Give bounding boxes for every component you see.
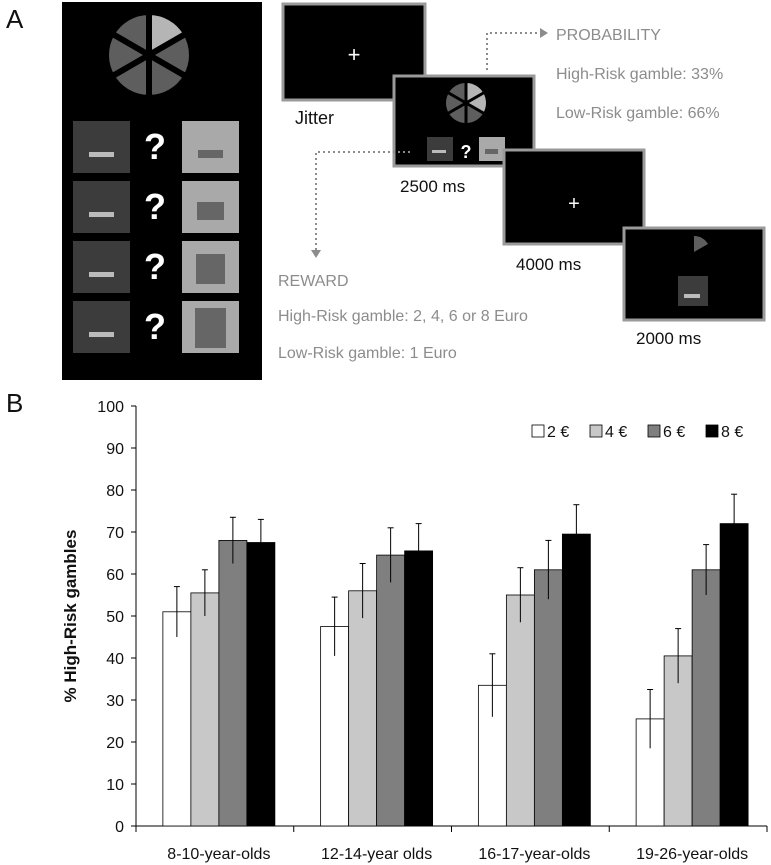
bar bbox=[533, 569, 563, 827]
x-tick-label: 16-17-year-olds bbox=[478, 846, 590, 863]
bar bbox=[246, 542, 276, 827]
bar bbox=[320, 626, 350, 827]
legend-swatch bbox=[647, 424, 661, 438]
fixation-cross: + bbox=[568, 193, 580, 215]
question-mark: ? bbox=[144, 186, 166, 227]
svg-text:?: ? bbox=[461, 142, 472, 162]
y-tick-label: 50 bbox=[106, 609, 124, 626]
y-tick-label: 10 bbox=[106, 777, 124, 794]
bar bbox=[218, 539, 248, 827]
y-tick-label: 70 bbox=[106, 525, 124, 542]
gamble-row: ? bbox=[73, 301, 239, 353]
legend-label: 2 € bbox=[547, 424, 569, 441]
reward-heading: REWARD bbox=[278, 273, 349, 290]
y-tick-label: 30 bbox=[106, 693, 124, 710]
question-mark: ? bbox=[144, 126, 166, 167]
y-tick-label: 20 bbox=[106, 735, 124, 752]
timing-label-outcome: 2000 ms bbox=[636, 329, 701, 348]
reward-low: Low-Risk gamble: 1 Euro bbox=[278, 345, 457, 362]
bar bbox=[162, 611, 192, 827]
fixation-cross: + bbox=[348, 42, 361, 67]
y-tick-label: 40 bbox=[106, 651, 124, 668]
x-tick-label: 19-26-year-olds bbox=[636, 846, 748, 863]
legend-label: 8 € bbox=[721, 424, 743, 441]
bar bbox=[505, 594, 535, 827]
x-tick-label: 12-14-year olds bbox=[321, 846, 432, 863]
bar bbox=[348, 590, 378, 827]
y-tick-label: 60 bbox=[106, 567, 124, 584]
question-mark: ? bbox=[144, 306, 166, 347]
y-axis-label: % High-Risk gambles bbox=[61, 530, 80, 703]
dotted-connector bbox=[315, 32, 540, 250]
y-tick-label: 80 bbox=[106, 483, 124, 500]
bar bbox=[663, 655, 693, 827]
bar bbox=[691, 569, 721, 827]
probability-low: Low-Risk gamble: 66% bbox=[556, 105, 720, 122]
bar-chart: % High-Risk gambles 0 10 20 30 40 50 60 70 80 90 1… bbox=[61, 399, 768, 863]
question-mark: ? bbox=[144, 246, 166, 287]
probability-wheel-icon bbox=[109, 13, 189, 97]
task-illustration: ? ? ? ? + Jitter bbox=[62, 2, 766, 380]
probability-heading: PROBABILITY bbox=[556, 27, 661, 44]
legend-swatch bbox=[705, 424, 719, 438]
timing-label-choice: 2500 ms bbox=[400, 177, 465, 196]
probability-high: High-Risk gamble: 33% bbox=[556, 66, 723, 83]
arrow-right-icon bbox=[540, 28, 548, 38]
bar bbox=[719, 523, 749, 827]
timing-label-fixation: 4000 ms bbox=[516, 255, 581, 274]
arrow-down-icon bbox=[311, 250, 321, 258]
reward-high: High-Risk gamble: 2, 4, 6 or 8 Euro bbox=[278, 308, 528, 325]
legend-label: 6 € bbox=[663, 424, 685, 441]
gamble-row: ? bbox=[73, 121, 239, 173]
outcome-screen bbox=[622, 226, 766, 322]
y-tick-label: 90 bbox=[106, 441, 124, 458]
gamble-row: ? bbox=[73, 181, 239, 233]
bar bbox=[190, 592, 220, 827]
bar bbox=[404, 550, 434, 827]
y-tick-label: 0 bbox=[115, 819, 124, 836]
gamble-row: ? bbox=[73, 241, 239, 293]
legend-swatch bbox=[589, 424, 603, 438]
bar bbox=[376, 554, 406, 827]
panel-b-letter: B bbox=[6, 388, 24, 418]
jitter-label: Jitter bbox=[295, 108, 334, 128]
bar bbox=[561, 533, 591, 827]
fixation-screen: + bbox=[502, 148, 646, 246]
legend-swatch bbox=[531, 424, 545, 438]
panel-a-letter: A bbox=[6, 4, 24, 34]
legend-label: 4 € bbox=[605, 424, 627, 441]
y-tick-label: 100 bbox=[97, 399, 124, 416]
x-tick-label: 8-10-year-olds bbox=[167, 846, 270, 863]
